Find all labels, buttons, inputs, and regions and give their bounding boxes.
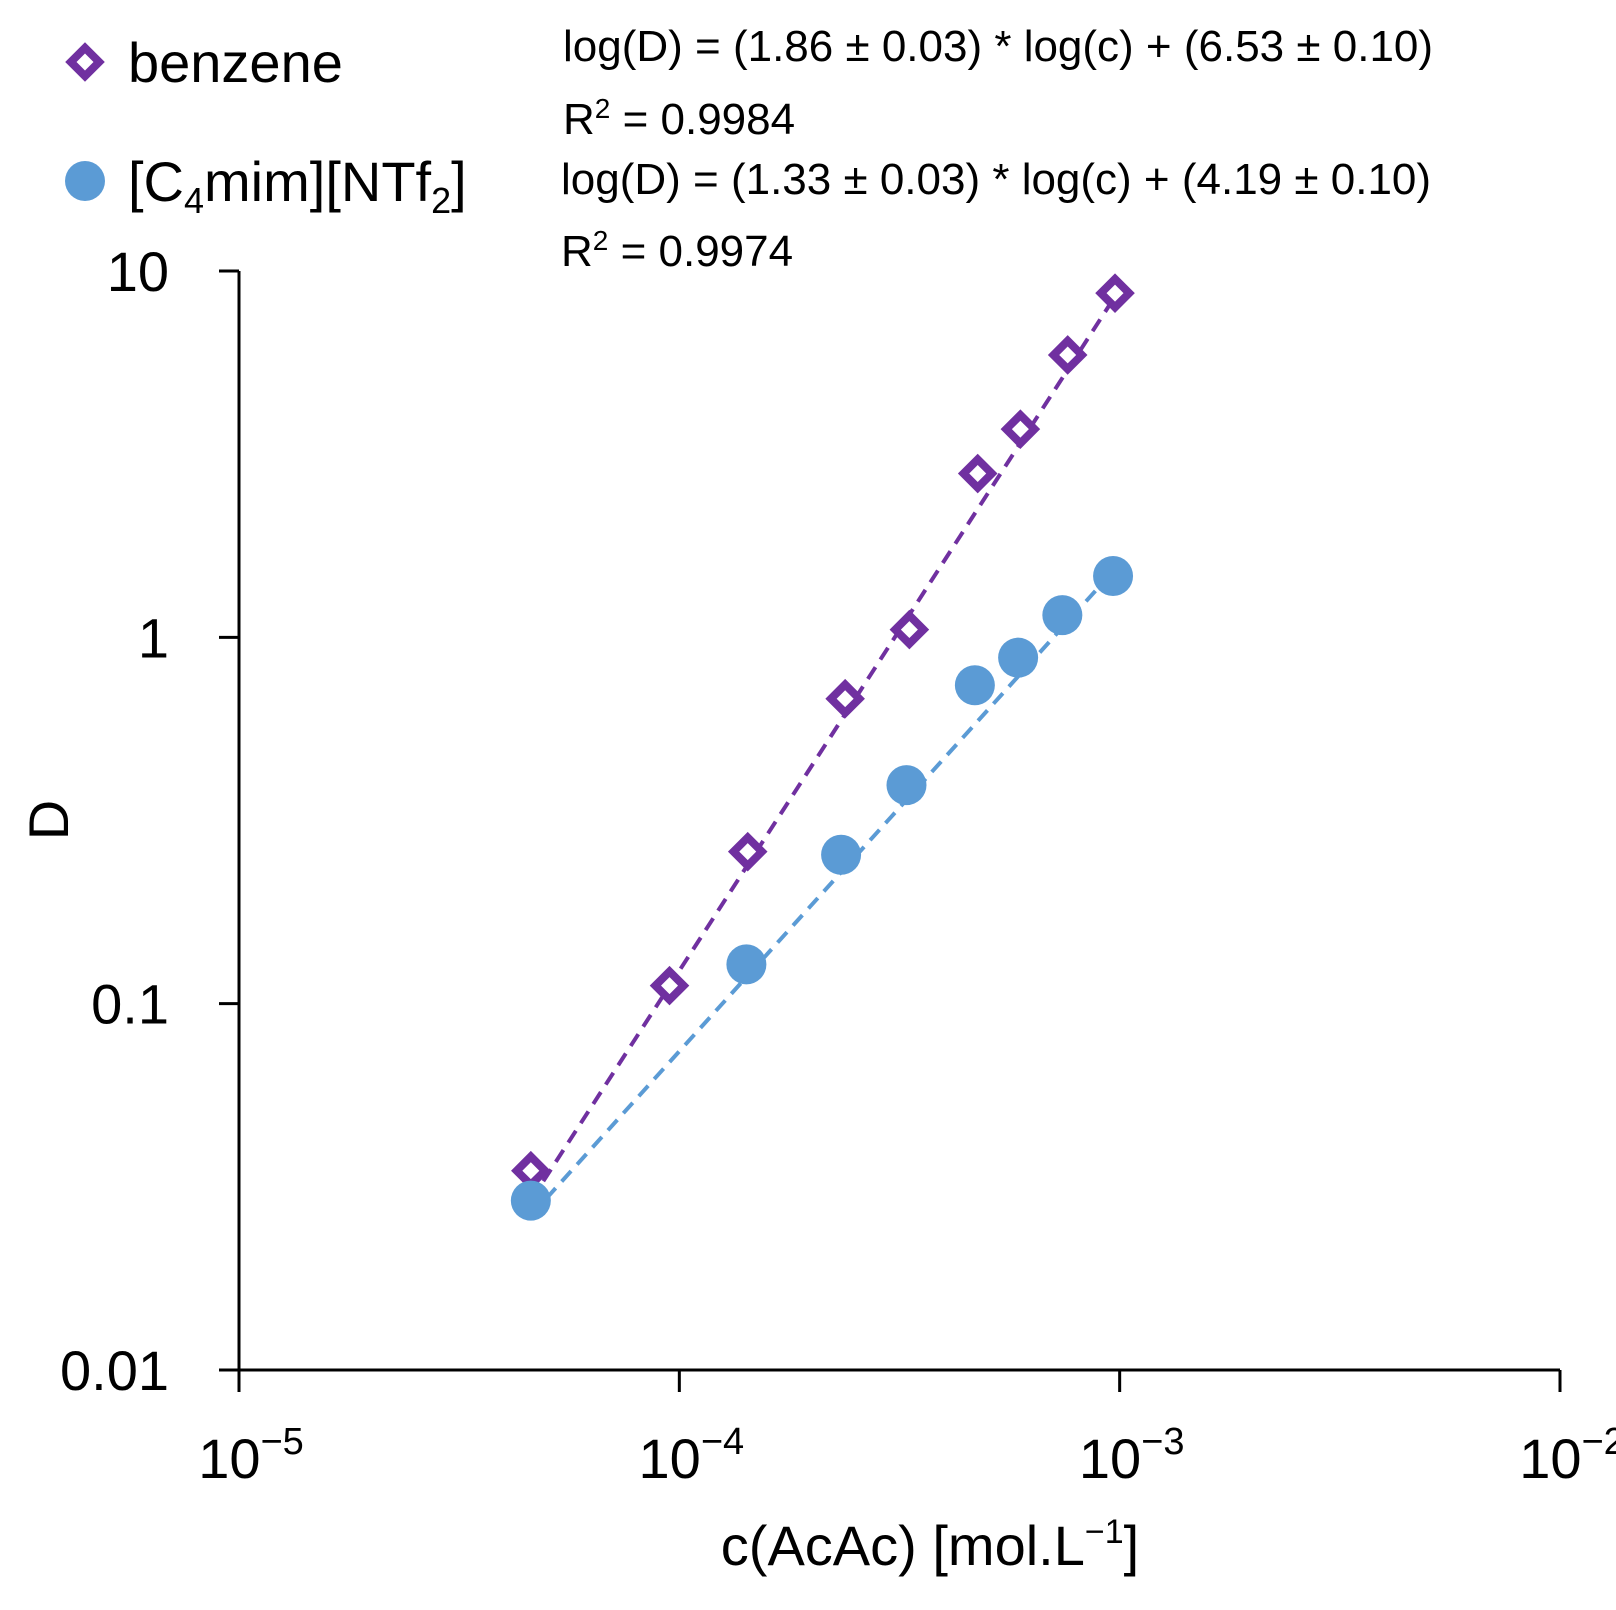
data-point-series-0 (825, 678, 865, 719)
legend-marker-ionic-liquid-icon (65, 161, 105, 201)
y-tick-label: 0.01 (60, 1339, 169, 1402)
trendlines (529, 295, 1117, 1217)
legend-label-benzene: benzene (128, 31, 343, 94)
data-point-series-1 (1042, 595, 1083, 636)
r-squared-ionic-liquid: R2 = 0.9974 (561, 225, 793, 276)
legend-label-part: mim][NTf (204, 150, 432, 213)
data-point-series-1 (954, 665, 995, 706)
legend-label-subscript: 2 (431, 180, 451, 221)
y-tick-label: 10 (107, 240, 169, 303)
legend-marker-benzene-icon (65, 42, 105, 82)
trendline-series-0 (529, 295, 1117, 1202)
legend-label-part: [C (128, 150, 184, 213)
y-axis-title: D (17, 800, 80, 840)
legend-item-benzene: benzene (65, 31, 343, 94)
data-point-series-0 (727, 831, 768, 872)
data-point-series-0 (1095, 273, 1135, 313)
data-point-series-0 (957, 453, 998, 494)
x-tick-label: 10−2 (1519, 1421, 1616, 1490)
data-point-series-0 (889, 609, 930, 650)
y-tick-label: 1 (138, 606, 169, 669)
x-tick-label: 10−3 (1079, 1421, 1185, 1490)
data-points (510, 273, 1135, 1221)
equation-benzene: log(D) = (1.86 ± 0.03) * log(c) + (6.53 … (563, 22, 1433, 71)
data-point-series-0 (1000, 409, 1041, 449)
x-axis-title: c(AcAc) [mol.L−1] (721, 1513, 1139, 1577)
legend-label-subscript: 4 (184, 180, 204, 221)
y-tick-label: 0.1 (91, 973, 169, 1036)
data-point-series-0 (511, 1150, 551, 1191)
data-point-series-0 (1047, 335, 1088, 375)
trendline-series-1 (529, 570, 1115, 1217)
x-tick-label: 10−5 (198, 1421, 304, 1490)
data-point-series-1 (998, 637, 1039, 678)
legend-label-part: ] (451, 150, 467, 213)
x-tick-label: 10−4 (639, 1421, 745, 1490)
trendline-labels: log(D) = (1.86 ± 0.03) * log(c) + (6.53 … (561, 22, 1433, 276)
r-squared-benzene: R2 = 0.9984 (563, 93, 795, 144)
data-point-series-1 (886, 765, 927, 806)
data-point-series-1 (1093, 556, 1134, 597)
data-point-series-0 (649, 965, 690, 1006)
data-point-series-1 (726, 944, 767, 985)
data-point-series-1 (510, 1180, 551, 1221)
equation-ionic-liquid: log(D) = (1.33 ± 0.03) * log(c) + (4.19 … (561, 155, 1431, 204)
legend: benzene [C4mim][NTf2] (65, 31, 467, 221)
data-point-series-1 (821, 834, 862, 875)
axis-ticks: 0.01 0.1 1 10 10−5 10−4 10−3 10−2 (60, 240, 1616, 1490)
legend-label-ionic-liquid: [C4mim][NTf2] (128, 150, 467, 221)
legend-item-ionic-liquid: [C4mim][NTf2] (65, 150, 467, 221)
